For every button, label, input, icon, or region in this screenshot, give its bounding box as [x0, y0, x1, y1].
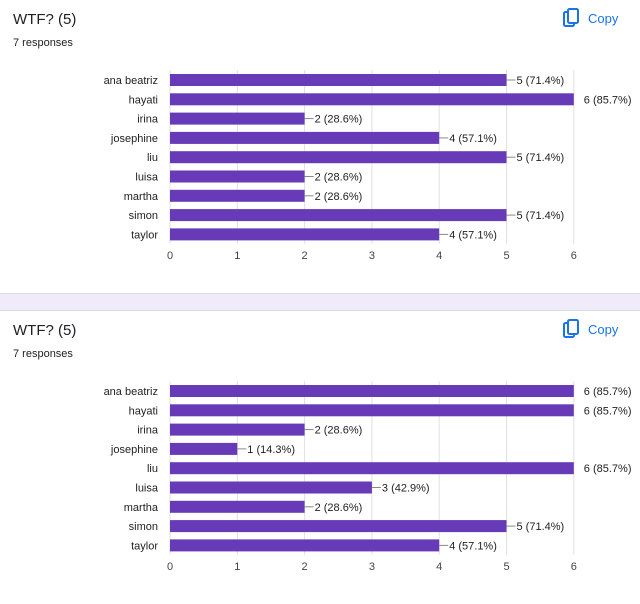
category-label: ana beatriz [104, 386, 158, 398]
data-label: 2 (28.6%) [315, 191, 363, 203]
copy-chart-button[interactable]: Copy [563, 318, 618, 340]
bar [170, 520, 507, 533]
category-label: simon [129, 210, 158, 222]
data-label: 6 (85.7%) [584, 463, 632, 475]
bar [170, 539, 440, 552]
data-label: 2 (28.6%) [315, 172, 363, 184]
category-label: liu [147, 463, 158, 475]
category-label: irina [137, 114, 159, 126]
x-tick-label: 1 [234, 561, 240, 573]
question-title: WTF? (5) [13, 11, 77, 28]
copy-icon [563, 319, 580, 339]
x-tick-label: 6 [571, 250, 577, 262]
category-label: luisa [135, 172, 159, 184]
copy-label: Copy [588, 10, 619, 26]
category-label: hayati [129, 405, 158, 417]
data-label: 1 (14.3%) [247, 444, 295, 456]
response-count: 7 responses [13, 37, 73, 49]
category-label: irina [137, 425, 159, 437]
category-label: liu [147, 152, 158, 164]
bar [170, 442, 238, 455]
bar [170, 93, 574, 106]
question-title: WTF? (5) [13, 322, 77, 339]
data-label: 6 (85.7%) [584, 405, 632, 417]
data-label: 3 (42.9%) [382, 483, 430, 495]
bar-chart: 0 1 2 3 4 5 6 ana beatriz 6 (85.7%) hayati 6 (85.7… [104, 381, 632, 573]
copy-label: Copy [588, 321, 619, 337]
copy-icon [563, 8, 580, 28]
x-tick-label: 0 [167, 250, 173, 262]
data-label: 6 (85.7%) [584, 94, 632, 106]
x-tick-label: 3 [369, 250, 375, 262]
bar [170, 228, 440, 241]
data-label: 6 (85.7%) [584, 386, 632, 398]
x-tick-label: 6 [571, 561, 577, 573]
category-label: hayati [129, 94, 158, 106]
bar [170, 385, 574, 397]
copy-chart-button[interactable]: Copy [563, 7, 618, 29]
category-label: taylor [131, 540, 158, 552]
question-card: WTF? (5) 7 responses Copy 0 1 2 3 4 5 6 ana bea… [0, 311, 640, 604]
x-tick-label: 2 [302, 561, 308, 573]
bar [170, 500, 305, 513]
data-label: 2 (28.6%) [315, 114, 363, 126]
x-tick-label: 5 [503, 250, 509, 262]
bar [170, 423, 305, 436]
question-card: WTF? (5) 7 responses Copy 0 1 2 3 4 5 6 ana bea… [0, 0, 640, 293]
x-tick-label: 5 [503, 561, 509, 573]
category-label: luisa [135, 483, 159, 495]
data-label: 2 (28.6%) [315, 502, 363, 514]
bar [170, 74, 507, 86]
x-tick-label: 0 [167, 561, 173, 573]
data-label: 5 (71.4%) [517, 75, 565, 87]
data-label: 5 (71.4%) [517, 152, 565, 164]
category-label: ana beatriz [104, 75, 158, 87]
category-label: josephine [110, 133, 158, 145]
category-label: taylor [131, 229, 158, 241]
bar [170, 170, 305, 183]
data-label: 5 (71.4%) [517, 210, 565, 222]
category-label: josephine [110, 444, 158, 456]
section-divider [0, 293, 640, 311]
bar [170, 462, 574, 475]
bar-chart: 0 1 2 3 4 5 6 ana beatriz 5 (71.4%) hayati 6 (85.7… [104, 70, 632, 262]
data-label: 4 (57.1%) [449, 229, 497, 241]
bar [170, 209, 507, 222]
category-label: martha [124, 191, 159, 203]
data-label: 4 (57.1%) [449, 540, 497, 552]
bar [170, 189, 305, 202]
bar [170, 404, 574, 417]
x-tick-label: 2 [302, 250, 308, 262]
data-label: 5 (71.4%) [517, 521, 565, 533]
bar [170, 151, 507, 164]
bar [170, 131, 440, 144]
x-tick-label: 1 [234, 250, 240, 262]
bar [170, 112, 305, 125]
category-label: martha [124, 502, 159, 514]
data-label: 4 (57.1%) [449, 133, 497, 145]
x-tick-label: 4 [436, 561, 442, 573]
data-label: 2 (28.6%) [315, 425, 363, 437]
category-label: simon [129, 521, 158, 533]
response-count: 7 responses [13, 348, 73, 360]
x-tick-label: 4 [436, 250, 442, 262]
bar [170, 481, 372, 494]
x-tick-label: 3 [369, 561, 375, 573]
